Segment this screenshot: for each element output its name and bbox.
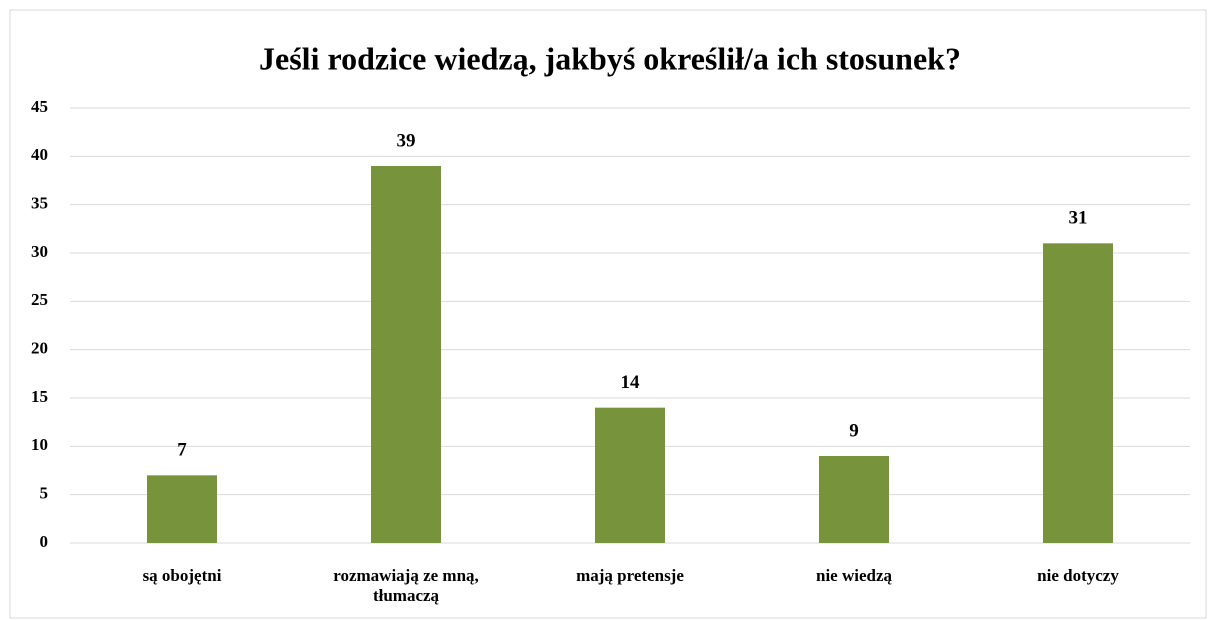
x-tick-label: mają pretensje [576, 566, 684, 585]
data-label: 9 [849, 420, 859, 441]
chart-title: Jeśli rodzice wiedzą, jakbyś określił/a … [259, 40, 961, 76]
x-tick-label: rozmawiają ze mną, tłumaczą [333, 566, 479, 605]
y-tick-label: 0 [40, 532, 49, 551]
y-tick-label: 30 [31, 242, 48, 261]
bar [1043, 243, 1113, 544]
y-tick-label: 45 [31, 97, 48, 116]
bar [371, 166, 441, 543]
y-tick-label: 25 [31, 290, 48, 309]
data-label: 14 [621, 372, 641, 393]
x-tick-label: nie dotyczy [1037, 566, 1119, 585]
y-tick-label: 10 [31, 435, 48, 454]
y-tick-label: 40 [31, 145, 48, 164]
data-label: 39 [397, 130, 416, 151]
data-label: 7 [177, 440, 187, 461]
y-tick-label: 35 [31, 194, 48, 213]
bar [147, 475, 217, 543]
bar [819, 456, 889, 543]
y-tick-label: 20 [31, 339, 48, 358]
bar [595, 407, 665, 543]
x-tick-label: są obojętni [142, 566, 222, 585]
y-tick-label: 5 [40, 484, 49, 503]
data-label: 31 [1069, 208, 1088, 229]
y-tick-label: 15 [31, 387, 48, 406]
x-tick-label: nie wiedzą [815, 566, 893, 585]
